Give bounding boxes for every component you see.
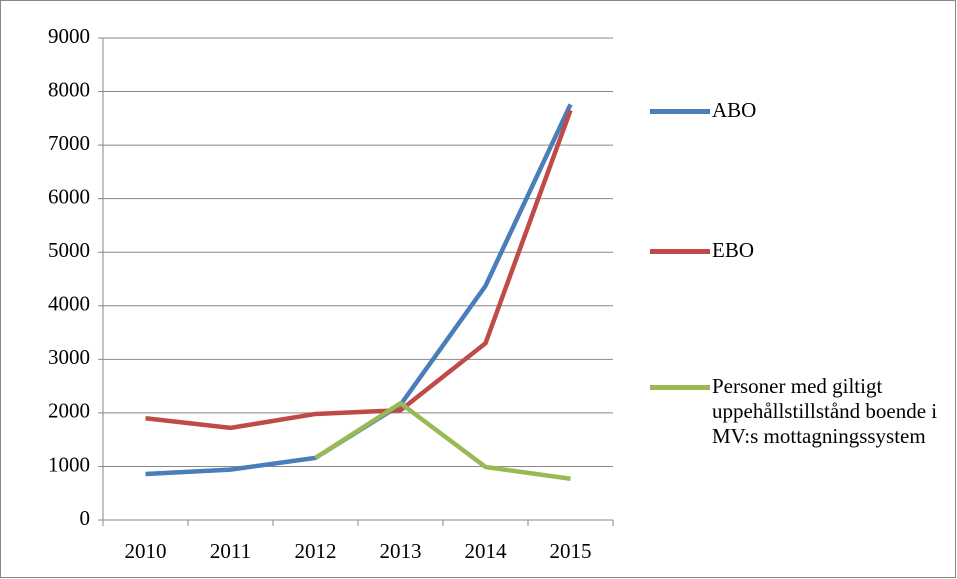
- x-tick-label: 2013: [380, 539, 422, 563]
- legend-label: ABO: [712, 98, 757, 122]
- y-tick-label: 6000: [48, 184, 90, 208]
- legend-label: Personer med giltigt uppehållstillstånd …: [712, 374, 938, 448]
- y-tick-label: 4000: [48, 292, 90, 316]
- legend-label: EBO: [712, 238, 754, 262]
- series-line: [145, 109, 573, 431]
- x-tick-label: 2011: [210, 539, 251, 563]
- legend-swatch: [650, 249, 710, 254]
- legend-item: ABO: [650, 98, 942, 123]
- x-tick-label: 2012: [295, 539, 337, 563]
- legend-item: Personer med giltigt uppehållstillstånd …: [650, 374, 942, 449]
- y-tick-label: 5000: [48, 238, 90, 262]
- y-tick-label: 2000: [48, 399, 90, 423]
- y-tick-label: 8000: [48, 77, 90, 101]
- x-tick-label: 2015: [550, 539, 592, 563]
- legend-swatch: [650, 385, 710, 390]
- legend-item: EBO: [650, 238, 942, 263]
- x-tick-label: 2014: [465, 539, 508, 563]
- y-tick-label: 9000: [48, 24, 90, 48]
- y-tick-label: 1000: [48, 452, 90, 476]
- y-tick-label: 0: [80, 506, 91, 530]
- legend-swatch: [650, 109, 710, 114]
- y-tick-label: 3000: [48, 345, 90, 369]
- series-line: [314, 400, 571, 481]
- x-tick-label: 2010: [125, 539, 167, 563]
- y-tick-label: 7000: [48, 131, 90, 155]
